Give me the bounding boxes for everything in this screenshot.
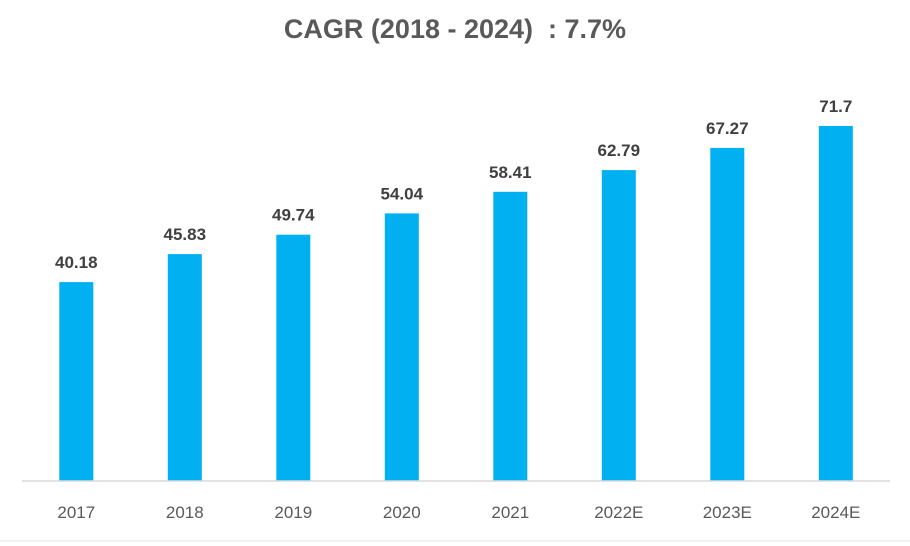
bar-2022E: [601, 170, 636, 481]
data-label-2019: 49.74: [272, 206, 315, 225]
data-labels-layer: 40.18 45.83 49.74 54.04 58.41 62.79 67.27 71.7: [55, 97, 852, 272]
x-tick-label-2024E: 2024E: [811, 503, 860, 522]
data-label-2024E: 71.7: [819, 97, 852, 116]
x-tick-labels-layer: 2017 2018 2019 2020 2021 2022E 2023E 2024E: [57, 503, 860, 522]
bar-2021: [493, 191, 528, 482]
x-tick-label-2021: 2021: [491, 503, 529, 522]
chart-title: CAGR (2018 - 2024) : 7.7%: [283, 14, 627, 44]
bar-2017: [59, 282, 94, 481]
bar-2019: [276, 234, 311, 481]
bar-2023E: [710, 147, 745, 481]
data-label-2021: 58.41: [489, 163, 532, 182]
x-tick-label-2018: 2018: [166, 503, 204, 522]
data-label-2022E: 62.79: [598, 141, 641, 160]
bars-layer: [59, 126, 853, 482]
x-tick-label-2020: 2020: [383, 503, 421, 522]
bar-2018: [167, 254, 202, 481]
data-label-2018: 45.83: [164, 225, 207, 244]
x-tick-label-2022E: 2022E: [594, 503, 643, 522]
bar-2020: [384, 213, 419, 481]
data-label-2017: 40.18: [55, 253, 98, 272]
data-label-2023E: 67.27: [706, 119, 749, 138]
x-tick-label-2019: 2019: [274, 503, 312, 522]
data-label-2020: 54.04: [381, 184, 424, 203]
x-tick-label-2017: 2017: [57, 503, 95, 522]
x-tick-label-2023E: 2023E: [703, 503, 752, 522]
bar-2024E: [818, 126, 853, 481]
